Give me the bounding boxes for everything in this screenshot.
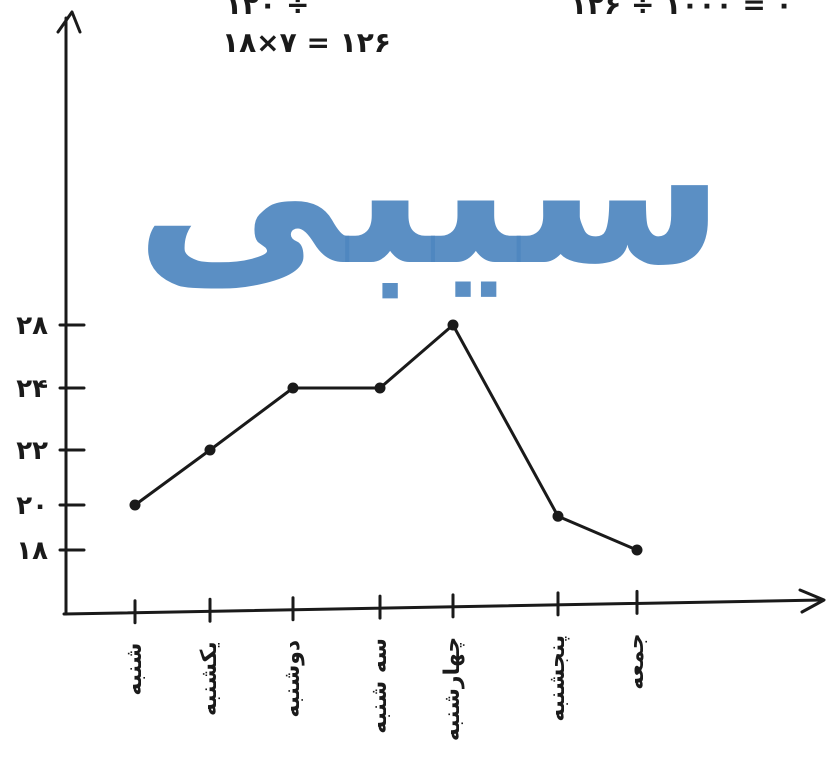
data-point xyxy=(287,382,299,394)
header-note-right: ۱۲۶ ÷ ۱۰۰۰ = ۰ xyxy=(570,0,793,21)
data-point xyxy=(447,319,459,331)
x-axis-arrow xyxy=(798,588,826,614)
y-tick-label: ۲۰ xyxy=(16,491,48,521)
x-tick-label: چهارشنبه xyxy=(440,637,465,741)
data-point xyxy=(129,499,141,511)
x-tick-label: دوشنبه xyxy=(280,640,305,718)
data-point xyxy=(204,444,216,456)
data-point xyxy=(631,544,643,556)
x-tick-label: پنجشنبه xyxy=(545,635,570,722)
watermark-text: سیبی xyxy=(135,67,725,312)
axes xyxy=(56,10,826,616)
header-note-calc: ۱۸×۷ = ۱۲۶ xyxy=(222,26,391,59)
x-tick-label: شنبه xyxy=(122,643,147,696)
x-tick-label: جمعه xyxy=(624,633,649,689)
y-axis-arrow xyxy=(56,10,82,34)
y-tick-label: ۲۴ xyxy=(16,374,48,404)
y-tick-label: ۲۲ xyxy=(16,436,48,466)
data-point xyxy=(552,510,564,522)
data-point xyxy=(374,382,386,394)
header-note-left: ۱۲۰ ÷ xyxy=(225,0,309,21)
series xyxy=(129,319,643,556)
x-axis xyxy=(62,598,824,616)
y-tick-label: ۱۸ xyxy=(16,536,48,566)
watermark-logo: سیبی xyxy=(135,67,725,312)
x-ticks: شنبه یکشنبه دوشنبه سه شنبه چهارشنبه پنجشنبه جم… xyxy=(122,589,649,741)
y-tick-label: ۲۸ xyxy=(16,311,48,341)
y-ticks: ۱۸ ۲۰ ۲۲ ۲۴ ۲۸ xyxy=(16,311,86,566)
x-tick-label: یکشنبه xyxy=(197,641,222,716)
x-tick-label: سه شنبه xyxy=(367,638,392,734)
